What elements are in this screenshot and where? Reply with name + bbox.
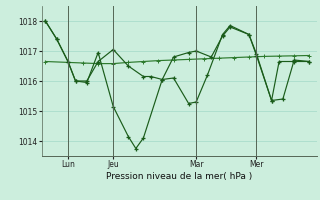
X-axis label: Pression niveau de la mer( hPa ): Pression niveau de la mer( hPa ) xyxy=(106,172,252,181)
